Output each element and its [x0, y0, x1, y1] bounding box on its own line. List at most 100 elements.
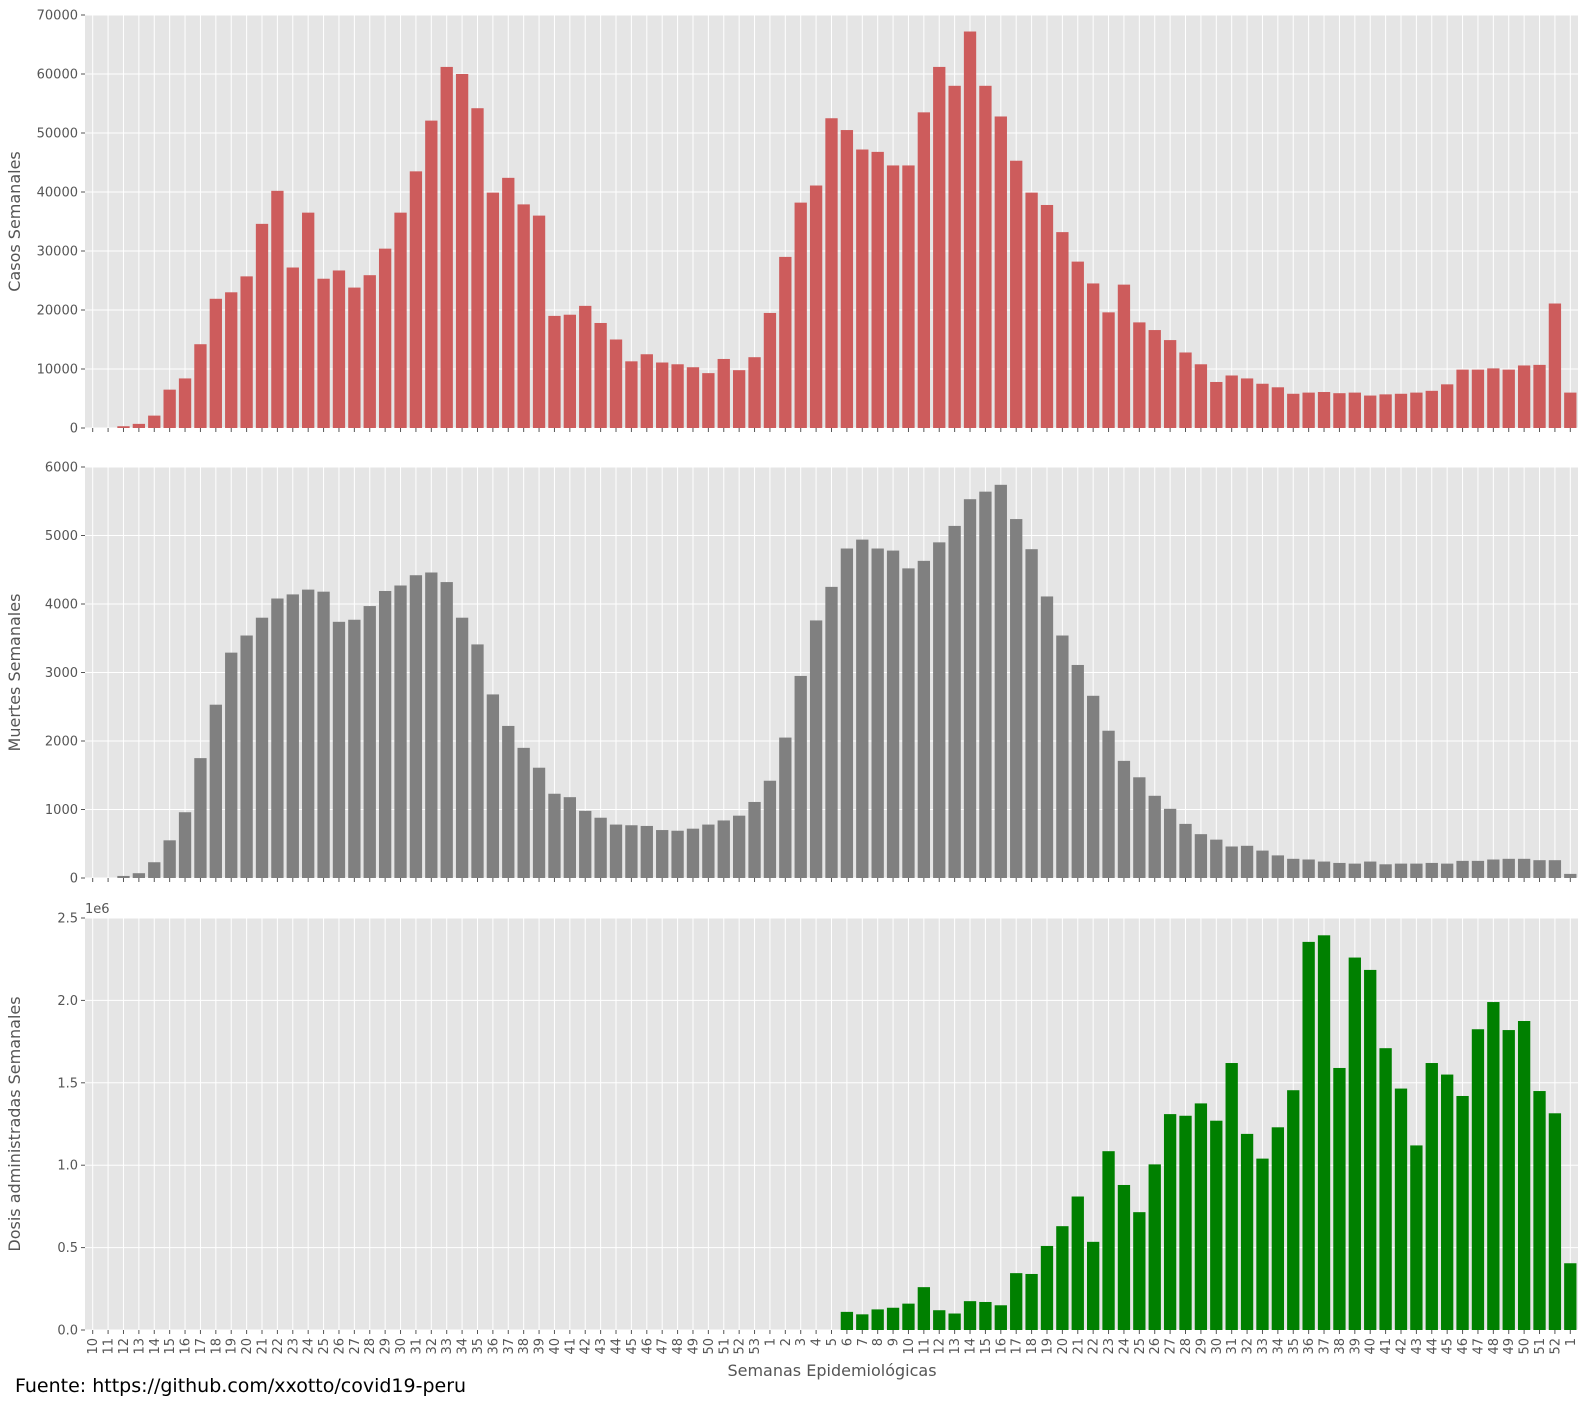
bar: [686, 828, 700, 878]
bar: [132, 873, 146, 878]
bar: [532, 767, 546, 878]
y-axis-title: Casos Semanales: [5, 151, 24, 291]
bar: [1487, 859, 1500, 878]
x-tick-label: 3: [794, 1338, 809, 1346]
bar: [1117, 284, 1131, 428]
y-tick-label: 0: [70, 422, 78, 437]
bar: [1240, 1133, 1254, 1330]
bar: [1025, 192, 1038, 428]
bar: [117, 426, 130, 428]
bar: [563, 314, 576, 428]
x-tick-label: 45: [625, 1338, 640, 1355]
bar: [994, 1305, 1007, 1330]
chart-panel-2: 0 1000 2000 3000 4000 5000 6000 Muertes Semanal…: [5, 461, 1578, 887]
bar: [1117, 760, 1131, 878]
x-tick-label: 46: [1456, 1338, 1471, 1355]
bar: [656, 362, 669, 428]
bar: [1564, 873, 1577, 878]
bar: [1287, 1090, 1300, 1330]
bar: [1441, 384, 1454, 428]
bar: [1071, 1196, 1084, 1330]
x-tick-label: 47: [656, 1338, 671, 1355]
bar: [209, 704, 222, 878]
bar: [1548, 1113, 1562, 1330]
bar: [363, 275, 376, 428]
bar: [933, 1310, 946, 1330]
bar: [640, 354, 653, 428]
bar: [1456, 369, 1469, 428]
bar: [1394, 393, 1408, 428]
chart-panel-1: 0 10000 20000 30000 40000 50000 60000 70000 Caso…: [5, 9, 1578, 437]
bar: [455, 74, 469, 428]
x-tick-label: 42: [579, 1338, 594, 1355]
x-tick-label: 40: [548, 1338, 563, 1355]
bar: [255, 223, 269, 428]
bar: [794, 675, 807, 878]
bar: [794, 202, 807, 428]
bar: [1533, 364, 1546, 428]
bar: [517, 204, 530, 428]
x-tick-label: 14: [964, 1338, 979, 1355]
bar: [1148, 330, 1161, 428]
shared-x-axis-label: Semanas Epidemiológicas: [727, 1361, 936, 1380]
bar: [625, 825, 638, 878]
x-tick-label: 29: [379, 1338, 394, 1355]
x-tick-label: 50: [702, 1338, 717, 1355]
x-tick-label: 38: [1333, 1338, 1348, 1355]
x-tick-label: 30: [394, 1338, 409, 1355]
bar: [856, 539, 869, 878]
x-tick-label: 51: [717, 1338, 732, 1355]
bar: [1333, 862, 1346, 878]
bar: [1087, 283, 1100, 428]
bar: [317, 278, 330, 428]
bar: [1456, 860, 1469, 878]
bar: [1287, 858, 1300, 878]
y-axis-title: Muertes Semanales: [5, 594, 24, 752]
x-tick-label: 16: [179, 1338, 194, 1355]
bar: [1102, 1151, 1115, 1330]
bar: [732, 815, 746, 878]
bar: [194, 758, 207, 878]
bar: [594, 817, 607, 878]
x-tick-label: 10: [86, 1338, 101, 1355]
bar: [163, 840, 176, 878]
bar: [1194, 834, 1208, 878]
bar: [302, 589, 315, 878]
bar: [163, 389, 176, 428]
bar: [1271, 1127, 1285, 1330]
bar: [1179, 823, 1192, 878]
x-tick-label: 21: [1071, 1338, 1086, 1355]
x-tick-label: 2: [779, 1338, 794, 1346]
y-axis-title: Dosis administradas Semanales: [5, 996, 24, 1251]
bar: [763, 312, 777, 428]
x-tick-label: 48: [1487, 1338, 1502, 1355]
x-tick-label: 33: [1256, 1338, 1271, 1355]
bar: [378, 590, 392, 878]
bar: [1364, 969, 1377, 1330]
bar: [178, 812, 192, 878]
bar: [1564, 392, 1577, 428]
bar: [302, 212, 315, 428]
y-tick-label: 2000: [45, 735, 78, 750]
bar: [902, 1303, 915, 1330]
x-tick-label: 18: [209, 1338, 224, 1355]
x-tick-label: 22: [271, 1338, 286, 1355]
x-tick-label: 39: [533, 1338, 548, 1355]
x-tick-label: 34: [1271, 1338, 1286, 1355]
bar: [1040, 1245, 1054, 1330]
bar: [1087, 1241, 1100, 1330]
bar: [255, 617, 269, 878]
bar: [1179, 352, 1192, 428]
bar: [979, 85, 992, 429]
x-tick-label: 15: [979, 1338, 994, 1355]
y-tick-label: 1.0: [57, 1159, 78, 1174]
bar: [1056, 232, 1069, 428]
bar: [717, 820, 730, 878]
x-tick-label: 18: [1025, 1338, 1040, 1355]
x-tick-label: 42: [1394, 1338, 1409, 1355]
bar: [471, 644, 484, 878]
x-tick-label: 44: [610, 1338, 625, 1355]
x-tick-label: 24: [1117, 1338, 1132, 1355]
bar: [1533, 860, 1546, 878]
